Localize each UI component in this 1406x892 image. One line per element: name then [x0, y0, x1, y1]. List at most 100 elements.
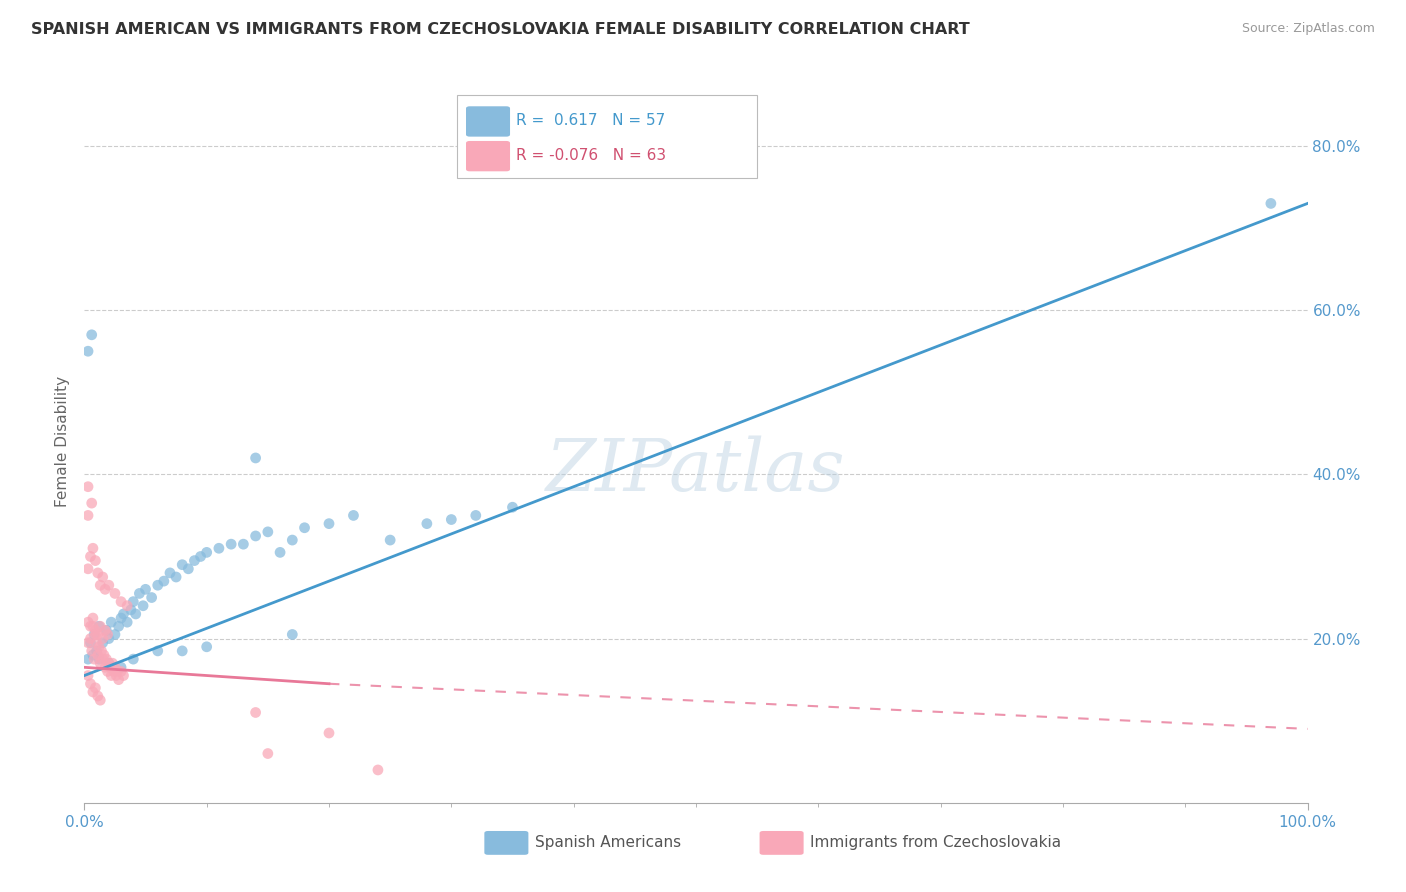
Point [90, 644, 112, 658]
Point [80, 644, 103, 658]
Point [103, 665, 125, 679]
FancyBboxPatch shape [484, 831, 529, 855]
Point [91, 632, 114, 646]
Point [97, 632, 120, 646]
Point [257, 524, 280, 539]
Point [165, 570, 187, 584]
Point [79, 677, 101, 691]
Point [101, 657, 124, 671]
Point [89, 657, 111, 671]
FancyBboxPatch shape [465, 106, 510, 136]
Point [177, 562, 200, 576]
Point [281, 627, 304, 641]
Point [502, 500, 524, 515]
Point [97, 578, 120, 592]
Point [107, 619, 129, 633]
Point [416, 516, 439, 531]
Point [87, 689, 110, 703]
Y-axis label: Female Disability: Female Disability [55, 376, 70, 508]
Point [91, 636, 114, 650]
Point [104, 627, 127, 641]
Point [195, 640, 218, 654]
Point [107, 673, 129, 687]
Point [89, 578, 111, 592]
Point [97, 627, 120, 641]
Point [87, 627, 110, 641]
Point [100, 615, 122, 630]
Point [122, 652, 145, 666]
Point [318, 516, 340, 531]
Point [110, 665, 132, 679]
Point [97, 665, 120, 679]
Point [86, 644, 108, 658]
Point [245, 706, 267, 720]
Point [84, 624, 107, 638]
FancyBboxPatch shape [457, 95, 758, 178]
Point [77, 508, 100, 523]
Point [110, 660, 132, 674]
Text: Spanish Americans: Spanish Americans [534, 835, 681, 850]
Point [104, 586, 127, 600]
Point [208, 541, 231, 556]
Text: Source: ZipAtlas.com: Source: ZipAtlas.com [1241, 22, 1375, 36]
Point [77, 562, 100, 576]
Text: R =  0.617   N = 57: R = 0.617 N = 57 [516, 113, 665, 128]
Point [115, 599, 138, 613]
Point [105, 668, 128, 682]
Point [84, 627, 107, 641]
Point [97, 657, 120, 671]
Point [172, 644, 194, 658]
Text: Immigrants from Czechoslovakia: Immigrants from Czechoslovakia [810, 835, 1062, 850]
Point [245, 450, 267, 465]
Point [87, 566, 110, 580]
Point [94, 660, 117, 674]
Point [146, 644, 169, 658]
Point [80, 327, 103, 342]
Point [94, 624, 117, 638]
Point [91, 652, 114, 666]
Point [440, 512, 463, 526]
Point [146, 578, 169, 592]
Text: ZIPatlas: ZIPatlas [546, 435, 846, 506]
Point [83, 627, 105, 641]
Point [77, 652, 100, 666]
Point [91, 570, 114, 584]
Point [110, 611, 132, 625]
Point [318, 726, 340, 740]
Point [183, 553, 205, 567]
Point [128, 586, 150, 600]
Point [80, 496, 103, 510]
Point [1260, 196, 1282, 211]
Point [125, 607, 148, 621]
Point [93, 648, 115, 662]
FancyBboxPatch shape [465, 141, 510, 171]
Point [195, 545, 218, 559]
Point [100, 668, 122, 682]
Point [380, 533, 402, 547]
Point [115, 615, 138, 630]
Point [122, 594, 145, 608]
Point [112, 607, 135, 621]
Point [257, 747, 280, 761]
Point [172, 558, 194, 572]
Point [86, 636, 108, 650]
Point [104, 660, 127, 674]
Point [219, 537, 242, 551]
Point [87, 652, 110, 666]
Point [77, 480, 100, 494]
Point [245, 529, 267, 543]
Point [82, 619, 104, 633]
Point [79, 549, 101, 564]
Point [77, 668, 100, 682]
Point [89, 619, 111, 633]
Point [281, 533, 304, 547]
Point [96, 624, 118, 638]
Point [110, 594, 132, 608]
Point [269, 545, 291, 559]
Point [135, 582, 157, 597]
Point [105, 665, 128, 679]
Point [89, 693, 111, 707]
Point [112, 668, 135, 682]
Point [79, 619, 101, 633]
Point [294, 521, 316, 535]
